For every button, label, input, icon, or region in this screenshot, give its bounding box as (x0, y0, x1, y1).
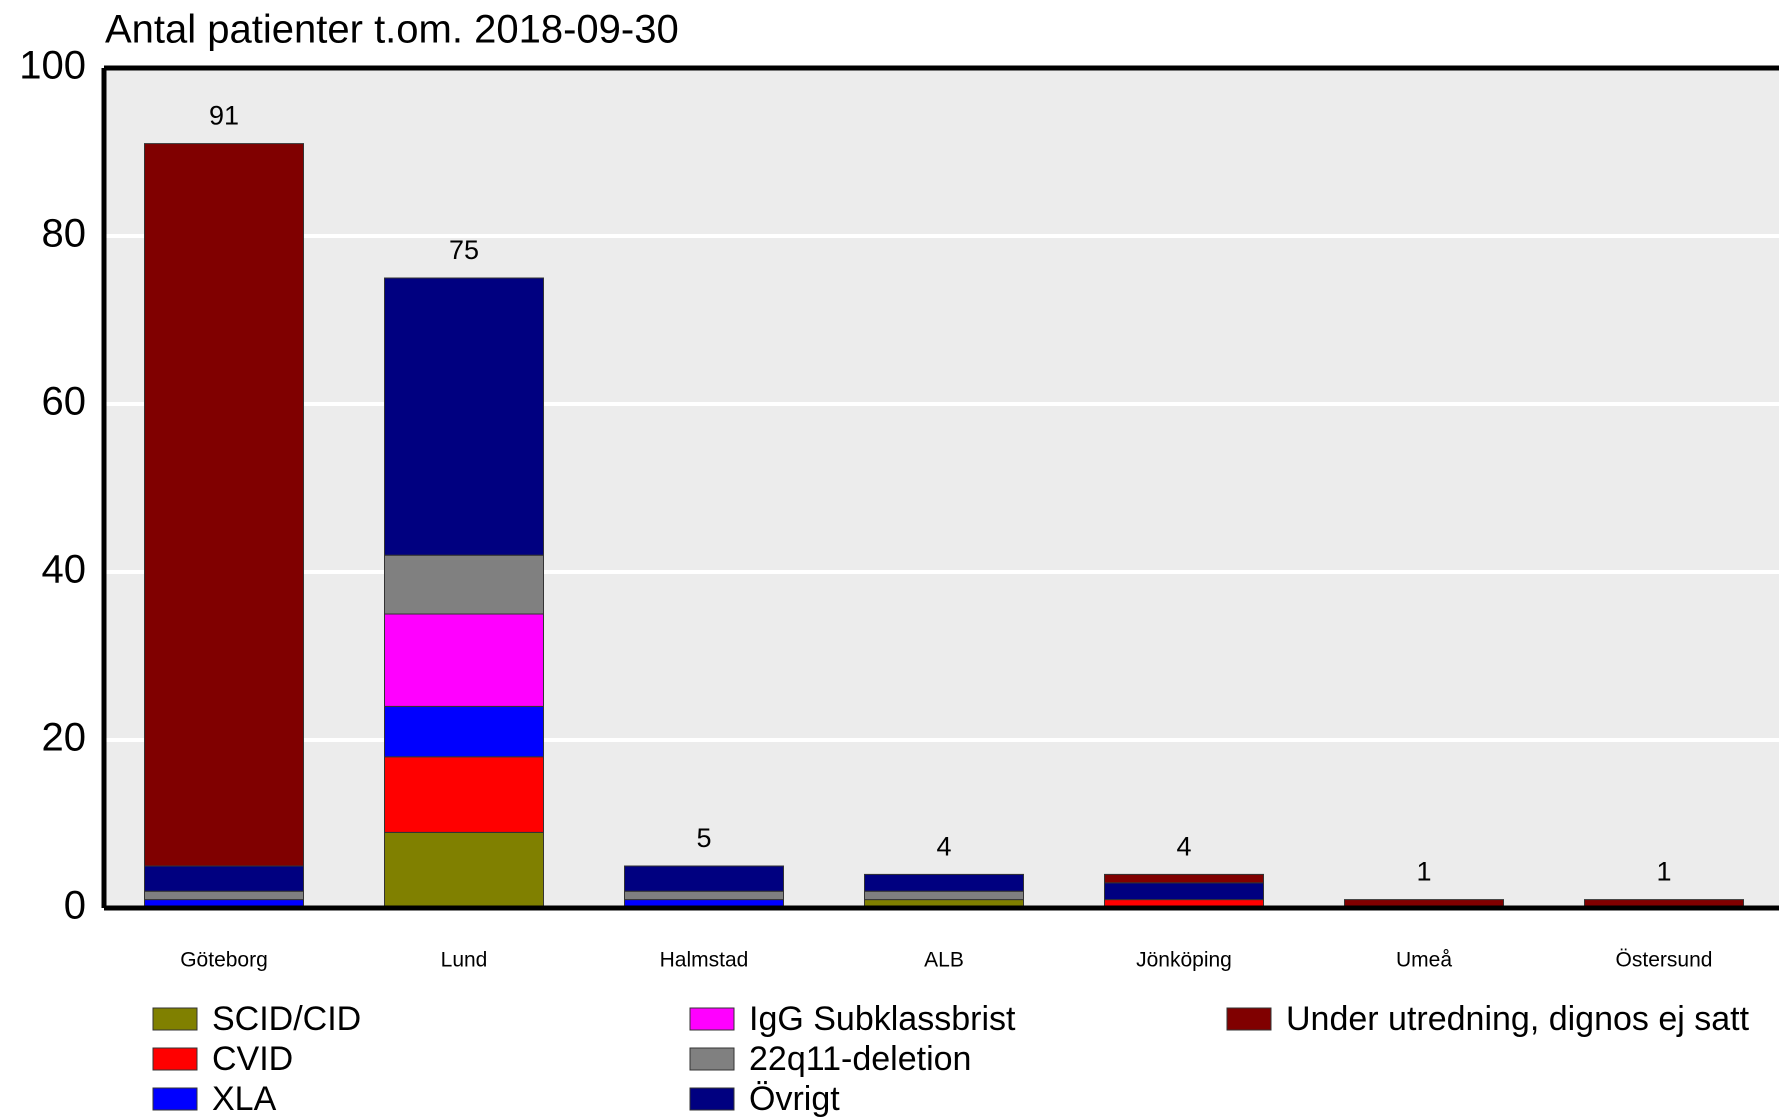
bar-segment (144, 865, 304, 892)
y-tick-label: 20 (42, 716, 87, 760)
bar-segment (384, 756, 544, 833)
legend-label: 22q11-deletion (749, 1040, 971, 1078)
bar-segment (624, 865, 784, 892)
x-tick-label: Göteborg (180, 949, 268, 972)
legend-swatch (1226, 1007, 1272, 1031)
bar-segment (144, 143, 304, 867)
legend-label: IgG Subklassbrist (749, 1000, 1016, 1038)
bar-segment (384, 831, 544, 909)
bar-segment (384, 277, 544, 556)
bar-segment (384, 613, 544, 707)
legend-label: Under utredning, dignos ej satt (1286, 1000, 1750, 1038)
total-label: 4 (936, 832, 951, 862)
bar-segment (864, 890, 1024, 901)
bar-segment (1104, 882, 1264, 901)
plot-area (104, 68, 1779, 908)
chart-title: Antal patienter t.om. 2018-09-30 (105, 8, 679, 52)
y-tick-label: 0 (64, 884, 86, 928)
legend-swatch (152, 1007, 198, 1031)
x-tick-label: Umeå (1396, 949, 1452, 972)
legend-label: XLA (212, 1080, 277, 1118)
legend-swatch (689, 1087, 735, 1111)
bar-segment (1104, 873, 1264, 884)
x-tick-label: ALB (924, 949, 964, 972)
bar-segment (624, 890, 784, 901)
legend-swatch (152, 1087, 198, 1111)
legend-swatch (689, 1047, 735, 1071)
legend-swatch (689, 1007, 735, 1031)
bar-segment (384, 554, 544, 615)
total-label: 91 (209, 101, 239, 131)
legend-label: Övrigt (749, 1080, 840, 1118)
bar-segment (864, 873, 1024, 892)
x-tick-label: Östersund (1616, 949, 1713, 972)
y-tick-label: 80 (42, 212, 87, 256)
bar-segment (144, 890, 304, 901)
y-tick-label: 100 (19, 44, 86, 88)
total-label: 75 (449, 235, 479, 265)
x-tick-label: Lund (441, 949, 488, 972)
legend-label: SCID/CID (212, 1000, 361, 1038)
total-label: 5 (696, 823, 711, 853)
legend-label: CVID (212, 1040, 293, 1078)
x-tick-label: Jönköping (1136, 949, 1232, 972)
total-label: 4 (1176, 832, 1191, 862)
total-label: 1 (1656, 857, 1671, 887)
bar-segment (384, 705, 544, 758)
x-tick-label: Halmstad (660, 949, 749, 972)
legend-swatch (152, 1047, 198, 1071)
total-label: 1 (1416, 857, 1431, 887)
y-tick-label: 60 (42, 380, 87, 424)
y-tick-label: 40 (42, 548, 87, 592)
